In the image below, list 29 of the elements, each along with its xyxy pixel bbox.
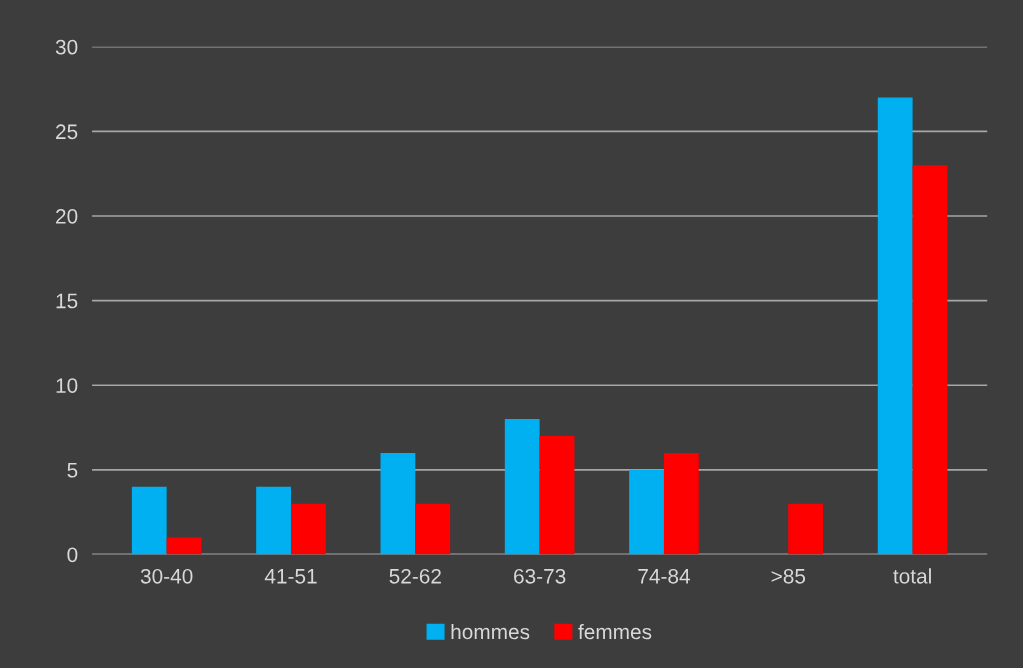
bar	[629, 469, 664, 555]
bar	[415, 503, 451, 555]
y-tick-label: 15	[56, 293, 78, 309]
bar	[539, 435, 575, 555]
y-tick-label: 30	[55, 39, 78, 55]
legend-label: hommes	[451, 623, 530, 640]
y-tick-label: 25	[56, 124, 78, 140]
x-tick-label: 30-40	[140, 568, 193, 584]
bar	[912, 165, 948, 555]
bar	[380, 452, 416, 555]
x-tick-label: 63-73	[514, 568, 566, 584]
y-tick-label: 0	[67, 547, 78, 563]
x-tick-label: 41-51	[264, 569, 317, 584]
legend-label: femmes	[578, 623, 652, 640]
y-tick-label: 20	[56, 208, 78, 224]
bar	[788, 503, 824, 555]
bar	[877, 97, 913, 555]
bar	[663, 452, 699, 555]
y-tick-label: 5	[67, 463, 78, 478]
x-tick-label: total	[893, 568, 931, 584]
x-tick-label: >85	[771, 568, 806, 584]
y-tick-label: 10	[56, 378, 78, 393]
bar	[166, 537, 202, 555]
bar	[256, 486, 291, 555]
x-tick-label: 52-62	[389, 568, 441, 584]
bar	[504, 419, 540, 555]
bar	[131, 486, 167, 555]
x-tick-label: 74-84	[638, 568, 690, 584]
bar	[290, 503, 326, 555]
